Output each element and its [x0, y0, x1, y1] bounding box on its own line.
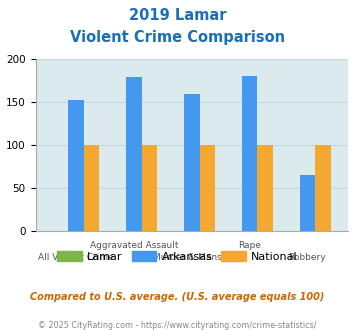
Text: Murder & Mans...: Murder & Mans... — [153, 253, 230, 262]
Bar — [200, 145, 215, 231]
Text: Violent Crime Comparison: Violent Crime Comparison — [70, 30, 285, 45]
Bar — [242, 76, 257, 231]
Bar — [315, 145, 331, 231]
Bar — [142, 145, 157, 231]
Bar — [84, 145, 99, 231]
Text: 2019 Lamar: 2019 Lamar — [129, 8, 226, 23]
Text: All Violent Crime: All Violent Crime — [38, 253, 114, 262]
Text: Rape: Rape — [238, 241, 261, 250]
Bar — [184, 94, 200, 231]
Legend: Lamar, Arkansas, National: Lamar, Arkansas, National — [53, 247, 302, 267]
Text: Compared to U.S. average. (U.S. average equals 100): Compared to U.S. average. (U.S. average … — [30, 292, 325, 302]
Text: © 2025 CityRating.com - https://www.cityrating.com/crime-statistics/: © 2025 CityRating.com - https://www.city… — [38, 321, 317, 330]
Bar — [68, 100, 84, 231]
Text: Aggravated Assault: Aggravated Assault — [89, 241, 178, 250]
Bar — [257, 145, 273, 231]
Bar — [126, 78, 142, 231]
Text: Robbery: Robbery — [289, 253, 326, 262]
Bar — [300, 175, 315, 231]
